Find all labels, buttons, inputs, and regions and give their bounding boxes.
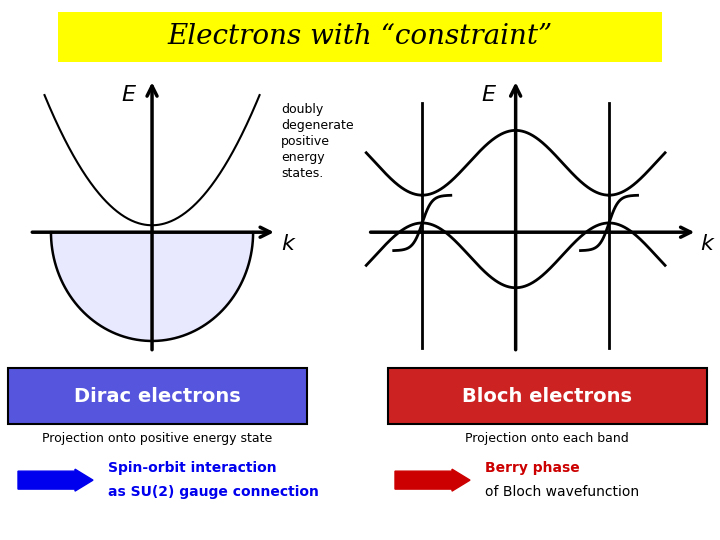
FancyBboxPatch shape (388, 368, 707, 424)
Text: $E$: $E$ (121, 84, 137, 106)
Text: doubly
degenerate
positive
energy
states.: doubly degenerate positive energy states… (281, 103, 354, 180)
Text: Dirac electrons: Dirac electrons (73, 387, 240, 406)
FancyBboxPatch shape (8, 368, 307, 424)
Text: as SU(2) gauge connection: as SU(2) gauge connection (108, 485, 319, 499)
FancyArrow shape (18, 469, 93, 491)
Text: Berry phase: Berry phase (485, 461, 580, 475)
Text: Projection onto each band: Projection onto each band (465, 431, 629, 445)
Text: Spin-orbit interaction: Spin-orbit interaction (108, 461, 276, 475)
Text: Bloch electrons: Bloch electrons (462, 387, 632, 406)
Text: Electrons with “constraint”: Electrons with “constraint” (167, 23, 553, 51)
Text: $E$: $E$ (482, 84, 498, 106)
Text: $k$: $k$ (281, 233, 297, 255)
Polygon shape (51, 232, 253, 341)
Text: Projection onto positive energy state: Projection onto positive energy state (42, 431, 272, 445)
Text: $k$: $k$ (700, 233, 716, 255)
FancyBboxPatch shape (58, 12, 662, 62)
FancyArrow shape (395, 469, 470, 491)
Text: of Bloch wavefunction: of Bloch wavefunction (485, 485, 639, 499)
